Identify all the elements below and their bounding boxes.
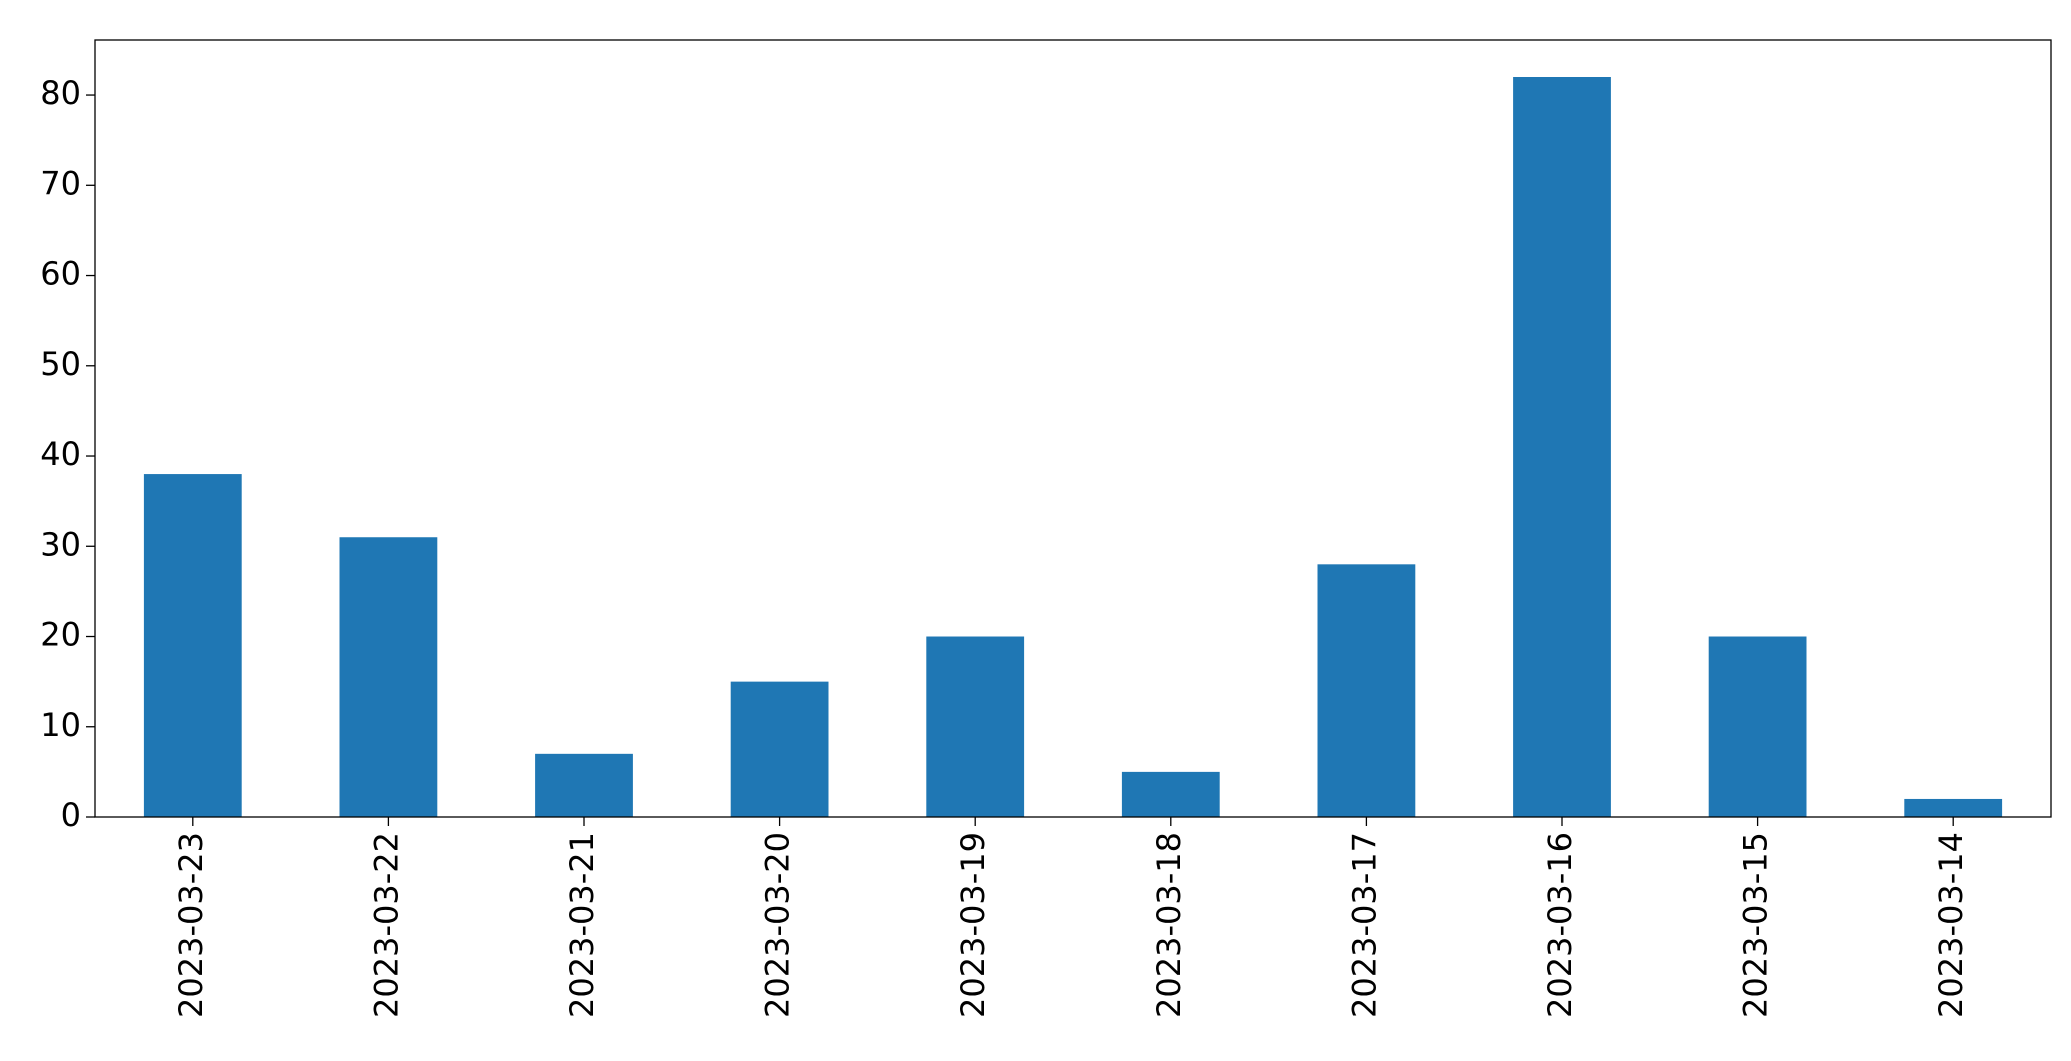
bar [1904,798,2003,817]
y-tick-label: 40 [40,435,81,473]
y-tick-label: 0 [61,796,81,834]
x-tick-label: 2023-03-15 [1737,832,1775,1018]
x-tick-label: 2023-03-16 [1541,832,1579,1018]
plot-frame [94,39,2052,818]
bar [730,681,829,817]
x-tick-label: 2023-03-23 [172,832,210,1018]
x-tick-label: 2023-03-20 [759,832,797,1018]
x-tick-label: 2023-03-22 [367,832,405,1018]
x-tick-label: 2023-03-17 [1345,832,1383,1018]
x-tick-label: 2023-03-21 [563,832,601,1018]
y-tick-label: 60 [40,255,81,293]
y-tick-label: 80 [40,74,81,112]
y-tick-label: 30 [40,525,81,563]
y-tick-label: 20 [40,616,81,654]
y-tick-label: 10 [40,706,81,744]
bar [1708,636,1807,817]
bar [535,753,633,817]
bar [1317,564,1416,817]
y-tick-label: 50 [40,345,81,383]
x-tick-label: 2023-03-19 [954,832,992,1018]
bar [926,636,1025,817]
bar [1121,771,1220,817]
bar [339,537,438,817]
bar [143,474,242,817]
x-tick-label: 2023-03-18 [1150,832,1188,1018]
y-tick-label: 70 [40,164,81,202]
x-tick-label: 2023-03-14 [1932,832,1970,1018]
bar [1513,77,1611,817]
